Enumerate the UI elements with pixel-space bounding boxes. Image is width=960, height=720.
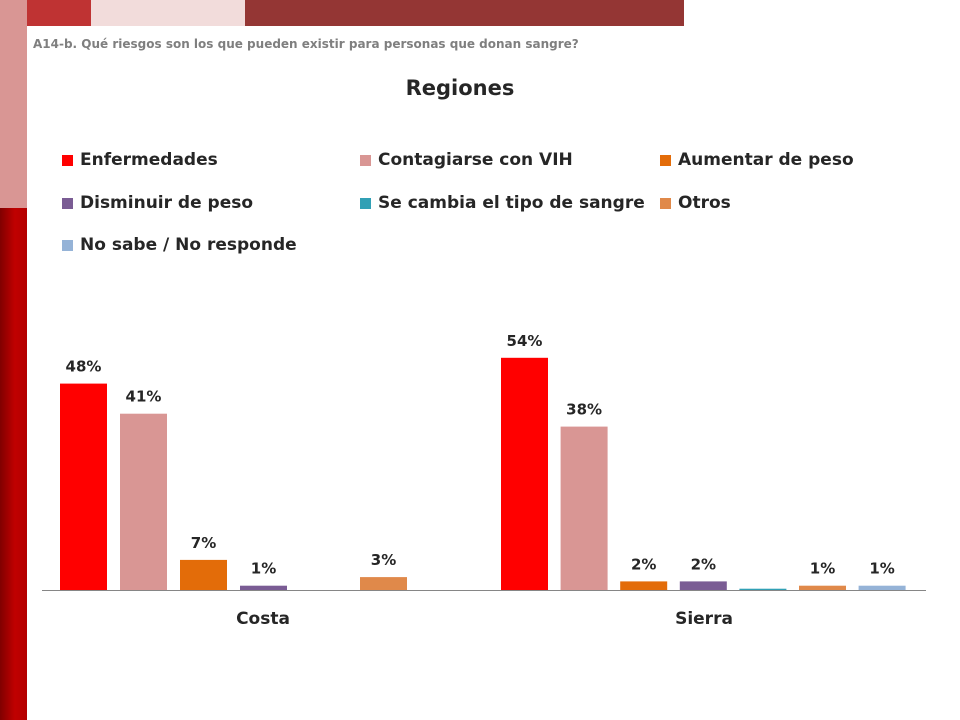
category-label-costa: Costa [236, 609, 290, 629]
chart-title: Regiones [405, 76, 515, 100]
legend-swatch-aumentar [660, 154, 671, 166]
category-label-sierra: Sierra [675, 609, 733, 629]
header-bar-segment-2 [91, 0, 245, 26]
bar-sierra-contagiarse [560, 426, 608, 590]
bar-sierra-tipo-sangre [739, 588, 787, 590]
bar-costa-aumentar [180, 559, 227, 590]
bar-sierra-no-sabe [858, 585, 906, 590]
legend-item-enfermedades: Enfermedades [62, 150, 218, 170]
question-text: A14-b. Qué riesgos son los que pueden ex… [33, 37, 579, 51]
data-label-sierra-otros: 1% [810, 560, 835, 578]
bar-costa-disminuir [240, 585, 287, 590]
data-label-costa-enfermedades: 48% [66, 358, 102, 376]
legend-swatch-otros [660, 197, 671, 209]
bar-costa-otros [360, 577, 407, 590]
data-label-sierra-enfermedades: 54% [507, 332, 543, 350]
bar-sierra-otros [799, 585, 846, 590]
sidebar-accent-bottom [0, 208, 27, 720]
bar-costa-enfermedades [60, 383, 107, 590]
data-label-costa-aumentar: 7% [191, 534, 216, 552]
legend-label-no-sabe: No sabe / No responde [80, 235, 297, 255]
legend-label-contagiarse: Contagiarse con VIH [378, 150, 573, 170]
data-label-sierra-no-sabe: 1% [869, 560, 894, 578]
legend-label-aumentar: Aumentar de peso [678, 150, 854, 170]
data-label-sierra-disminuir: 2% [691, 555, 716, 573]
sidebar-accent-top [0, 0, 27, 208]
data-label-sierra-aumentar: 2% [631, 555, 656, 573]
header-bar-segment-3 [245, 0, 684, 26]
legend-label-disminuir: Disminuir de peso [80, 193, 254, 213]
legend-swatch-no-sabe [62, 239, 73, 251]
legend-label-otros: Otros [678, 193, 731, 213]
legend-swatch-contagiarse [360, 154, 371, 166]
data-label-sierra-contagiarse: 38% [566, 401, 602, 419]
data-label-costa-contagiarse: 41% [126, 388, 162, 406]
header-bar-segment-1 [27, 0, 91, 26]
data-label-costa-otros: 3% [371, 551, 396, 569]
legend-item-no-sabe: No sabe / No responde [62, 235, 297, 255]
legend-item-tipo-sangre: Se cambia el tipo de sangre [360, 193, 645, 213]
legend-item-otros: Otros [660, 193, 731, 213]
legend-label-tipo-sangre: Se cambia el tipo de sangre [378, 193, 645, 213]
legend-swatch-tipo-sangre [360, 197, 371, 209]
legend-item-disminuir: Disminuir de peso [62, 193, 253, 213]
bar-sierra-aumentar [620, 581, 668, 590]
legend-item-contagiarse: Contagiarse con VIH [360, 150, 573, 170]
data-label-costa-disminuir: 1% [251, 560, 276, 578]
bar-sierra-disminuir [679, 581, 727, 590]
bar-sierra-enfermedades [501, 357, 548, 590]
legend-swatch-enfermedades [62, 154, 73, 166]
legend-swatch-disminuir [62, 197, 73, 209]
bar-costa-contagiarse [120, 413, 167, 590]
legend-item-aumentar: Aumentar de peso [660, 150, 854, 170]
legend-label-enfermedades: Enfermedades [80, 150, 218, 170]
